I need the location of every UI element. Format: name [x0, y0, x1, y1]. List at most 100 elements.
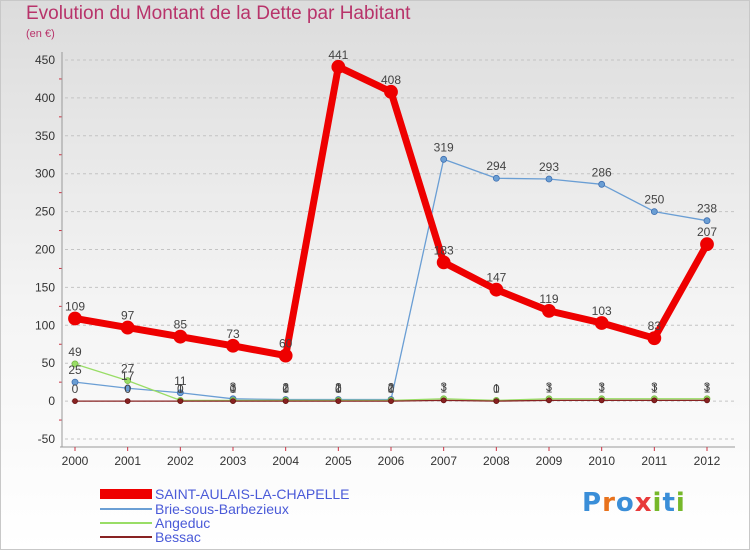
x-tick-label: 2007: [430, 454, 457, 468]
x-tick-label: 2002: [167, 454, 194, 468]
data-point: [598, 180, 606, 188]
data-label: 1: [704, 381, 711, 395]
legend-swatch: [100, 536, 152, 538]
legend-swatch: [100, 489, 152, 499]
legend-label: Brie-sous-Barbezieux: [155, 501, 289, 517]
data-point: [176, 389, 184, 397]
logo-letter: i: [652, 488, 663, 518]
data-label: 97: [121, 309, 135, 323]
x-tick-label: 2000: [62, 454, 89, 468]
chart-title: Evolution du Montant de la Dette par Hab…: [26, 3, 411, 24]
data-label: 2: [282, 381, 289, 395]
logo-letter: x: [634, 488, 653, 518]
data-label: 319: [434, 140, 454, 154]
data-label: 3: [546, 380, 553, 394]
x-tick-label: 2008: [483, 454, 510, 468]
data-point: [124, 398, 131, 405]
data-label: 0: [282, 382, 289, 396]
data-label: 1: [493, 381, 500, 395]
x-tick-label: 2004: [272, 454, 299, 468]
data-label: 49: [68, 345, 82, 359]
data-point: [436, 255, 451, 270]
data-point: [68, 311, 82, 326]
data-label: 60: [279, 337, 293, 351]
legend-label: Angeduc: [155, 515, 211, 531]
legend-swatch: [100, 522, 152, 524]
data-label: 286: [592, 165, 612, 179]
data-label: 17: [121, 369, 135, 383]
data-label: 183: [434, 243, 454, 257]
data-label: 3: [704, 380, 711, 394]
data-point: [177, 398, 184, 405]
data-label: 1: [388, 381, 395, 395]
data-label: 0: [124, 382, 131, 396]
data-point: [335, 398, 342, 405]
data-label: 119: [539, 292, 558, 306]
data-point: [72, 398, 78, 405]
data-label: 1: [282, 381, 289, 395]
logo-letter: P: [582, 488, 603, 518]
data-point: [230, 398, 236, 405]
data-label: 1: [546, 381, 553, 395]
data-point: [542, 303, 556, 318]
data-point: [71, 360, 79, 368]
y-tick-label: 100: [35, 318, 55, 332]
data-point: [647, 331, 662, 346]
data-point: [700, 237, 714, 252]
data-point: [493, 398, 500, 405]
data-point: [440, 155, 448, 163]
legend-swatch: [100, 508, 152, 510]
data-label: 293: [539, 160, 559, 174]
data-label: 1: [598, 381, 605, 395]
logo-letter: o: [615, 488, 635, 518]
data-label: 147: [486, 271, 506, 285]
data-point: [71, 378, 79, 386]
y-tick-label: 200: [35, 243, 55, 257]
data-label: 1: [230, 381, 237, 395]
data-point: [124, 377, 132, 385]
y-tick-label: 300: [35, 167, 55, 181]
x-tick-label: 2005: [325, 454, 352, 468]
data-point: [440, 397, 447, 404]
proxiti-logo: Proxiti: [582, 488, 686, 518]
data-label: 441: [328, 48, 348, 62]
data-label: 250: [644, 193, 664, 207]
chart-subtitle: (en €): [26, 28, 55, 40]
y-tick-label: 150: [35, 280, 55, 294]
legend-item: Bessac: [100, 530, 201, 544]
data-label: 83: [648, 319, 662, 333]
logo-letter: t: [662, 488, 676, 518]
data-point: [489, 282, 504, 297]
data-point: [331, 59, 346, 74]
y-tick-label: 50: [42, 356, 56, 370]
data-point: [278, 348, 293, 363]
data-label: 294: [486, 159, 506, 173]
legend-label: Bessac: [155, 529, 201, 545]
data-point: [598, 397, 605, 404]
data-point: [594, 316, 609, 330]
data-label: 3: [598, 380, 605, 394]
legend-item: SAINT-AULAIS-LA-CHAPELLE: [100, 487, 350, 501]
data-point: [546, 397, 552, 404]
data-point: [173, 329, 188, 344]
data-point: [384, 84, 398, 99]
data-label: 85: [174, 318, 188, 332]
logo-letter: r: [602, 488, 616, 518]
data-point: [704, 397, 710, 404]
data-label: 238: [697, 202, 717, 216]
data-label: 3: [230, 380, 237, 394]
x-tick-label: 2010: [588, 454, 615, 468]
logo-letter: i: [675, 488, 686, 518]
data-label: 2: [335, 381, 342, 395]
data-label: 0: [335, 382, 342, 396]
data-point: [226, 338, 240, 353]
legend-item: Brie-sous-Barbezieux: [100, 502, 289, 516]
x-tick-label: 2009: [536, 454, 563, 468]
data-point: [124, 384, 132, 392]
legend-item: Angeduc: [100, 516, 210, 530]
data-label: 0: [177, 382, 184, 396]
x-tick-label: 2011: [641, 454, 667, 468]
x-tick-label: 2006: [378, 454, 405, 468]
y-tick-label: 350: [35, 129, 55, 143]
